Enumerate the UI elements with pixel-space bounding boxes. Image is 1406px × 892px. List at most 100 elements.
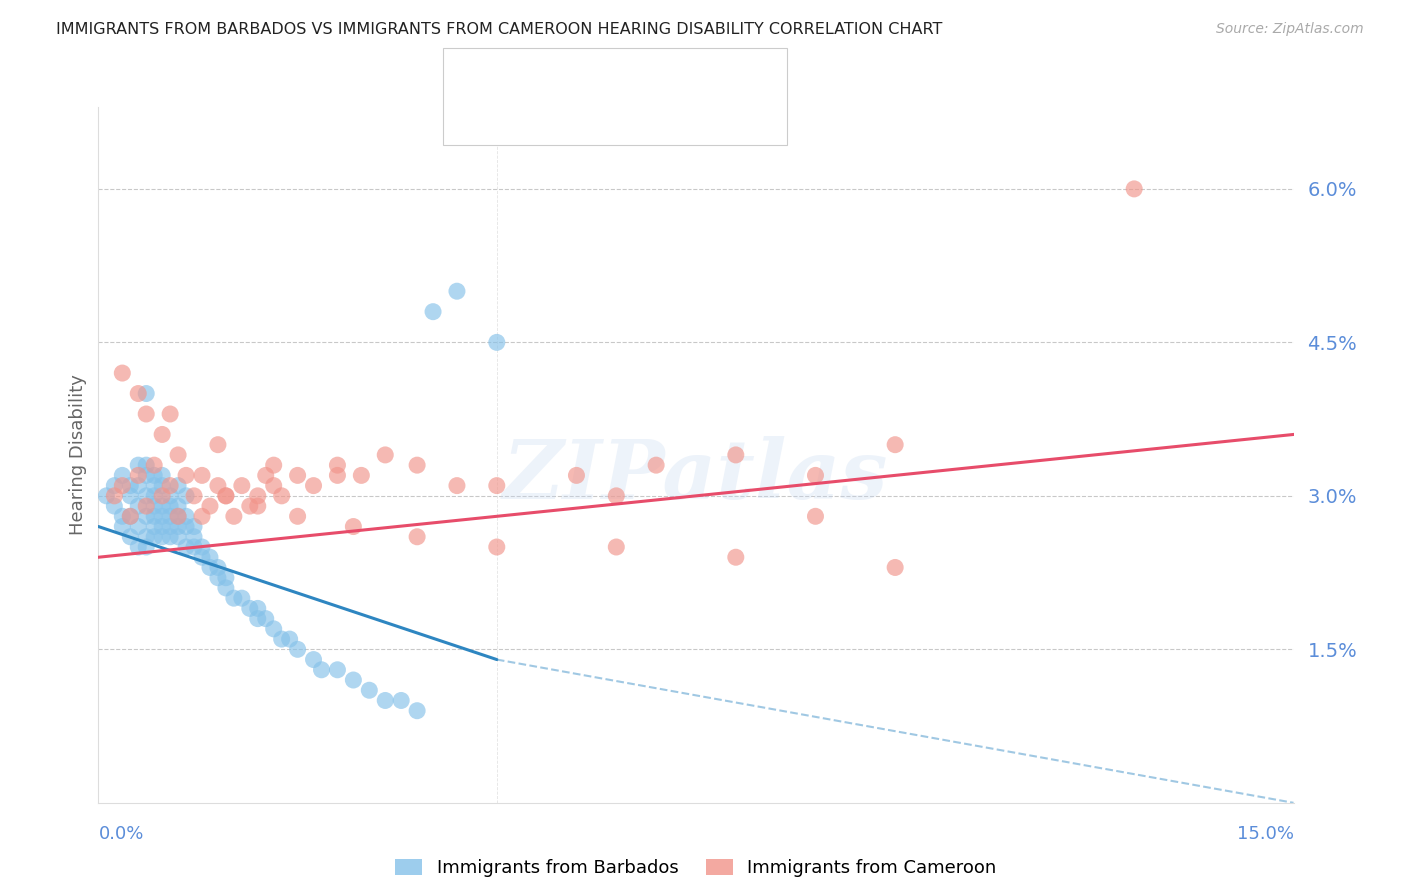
Point <box>207 478 229 492</box>
Point <box>350 468 373 483</box>
Point <box>198 499 221 513</box>
Text: 0.251: 0.251 <box>540 110 609 128</box>
Point <box>96 489 118 503</box>
Point <box>311 663 333 677</box>
Point <box>127 386 149 401</box>
Point <box>120 478 142 492</box>
Point <box>143 458 166 472</box>
Point <box>174 519 197 533</box>
Point <box>111 478 134 492</box>
Point <box>246 601 269 615</box>
Point <box>1123 182 1146 196</box>
Point <box>302 478 325 492</box>
Point <box>120 509 142 524</box>
Point <box>111 468 134 483</box>
Text: Source: ZipAtlas.com: Source: ZipAtlas.com <box>1216 22 1364 37</box>
Point <box>167 530 190 544</box>
Point <box>143 499 166 513</box>
Point <box>198 550 221 565</box>
Point <box>103 478 125 492</box>
Point <box>724 448 747 462</box>
Point <box>150 427 173 442</box>
Point <box>246 489 269 503</box>
Point <box>150 499 173 513</box>
Point <box>103 489 125 503</box>
Text: -0.200: -0.200 <box>540 65 603 83</box>
Text: 57: 57 <box>690 110 716 128</box>
Point <box>159 489 181 503</box>
Point <box>239 499 262 513</box>
Point <box>207 560 229 574</box>
Point <box>374 448 396 462</box>
Point <box>239 601 262 615</box>
Point <box>159 530 181 544</box>
Point <box>270 632 292 646</box>
Point <box>804 468 827 483</box>
Point <box>191 540 214 554</box>
Point <box>127 519 149 533</box>
Point <box>183 489 205 503</box>
Point <box>605 540 627 554</box>
Point <box>246 499 269 513</box>
Point <box>159 407 181 421</box>
Point <box>263 478 285 492</box>
Point <box>422 304 444 318</box>
Point <box>207 438 229 452</box>
Text: N =: N = <box>643 65 683 83</box>
Text: IMMIGRANTS FROM BARBADOS VS IMMIGRANTS FROM CAMEROON HEARING DISABILITY CORRELAT: IMMIGRANTS FROM BARBADOS VS IMMIGRANTS F… <box>56 22 942 37</box>
Point <box>150 519 173 533</box>
Point <box>135 509 157 524</box>
Point <box>135 407 157 421</box>
Text: 15.0%: 15.0% <box>1236 825 1294 843</box>
Point <box>150 468 173 483</box>
Point <box>167 448 190 462</box>
Point <box>270 489 292 503</box>
Point <box>127 540 149 554</box>
Point <box>406 704 429 718</box>
Point <box>111 509 134 524</box>
Point <box>127 499 149 513</box>
Text: 81: 81 <box>690 65 716 83</box>
Point <box>342 673 364 687</box>
Point <box>191 468 214 483</box>
Point <box>159 499 181 513</box>
Point <box>485 478 508 492</box>
Point <box>389 693 412 707</box>
Point <box>143 519 166 533</box>
Point <box>446 478 468 492</box>
Point <box>167 519 190 533</box>
Point <box>174 509 197 524</box>
Point <box>446 284 468 298</box>
Point <box>167 509 190 524</box>
Point <box>111 366 134 380</box>
Point <box>215 489 238 503</box>
Point <box>263 458 285 472</box>
Point <box>198 560 221 574</box>
Point <box>215 489 238 503</box>
Text: 0.0%: 0.0% <box>98 825 143 843</box>
Point <box>183 519 205 533</box>
Point <box>359 683 381 698</box>
Legend: Immigrants from Barbados, Immigrants from Cameroon: Immigrants from Barbados, Immigrants fro… <box>388 852 1004 884</box>
Point <box>453 112 475 126</box>
Point <box>103 499 125 513</box>
Point <box>167 509 190 524</box>
Point <box>174 489 197 503</box>
Point <box>222 509 245 524</box>
Point <box>222 591 245 606</box>
Point <box>565 468 588 483</box>
Text: N =: N = <box>643 110 683 128</box>
Point <box>143 478 166 492</box>
Point <box>254 612 277 626</box>
Point <box>127 458 149 472</box>
Point <box>135 540 157 554</box>
Point <box>183 540 205 554</box>
Point <box>326 458 349 472</box>
Point <box>884 438 907 452</box>
Point <box>183 530 205 544</box>
Point <box>884 560 907 574</box>
Point <box>159 478 181 492</box>
Point <box>453 67 475 81</box>
Point <box>326 663 349 677</box>
Point <box>150 530 173 544</box>
